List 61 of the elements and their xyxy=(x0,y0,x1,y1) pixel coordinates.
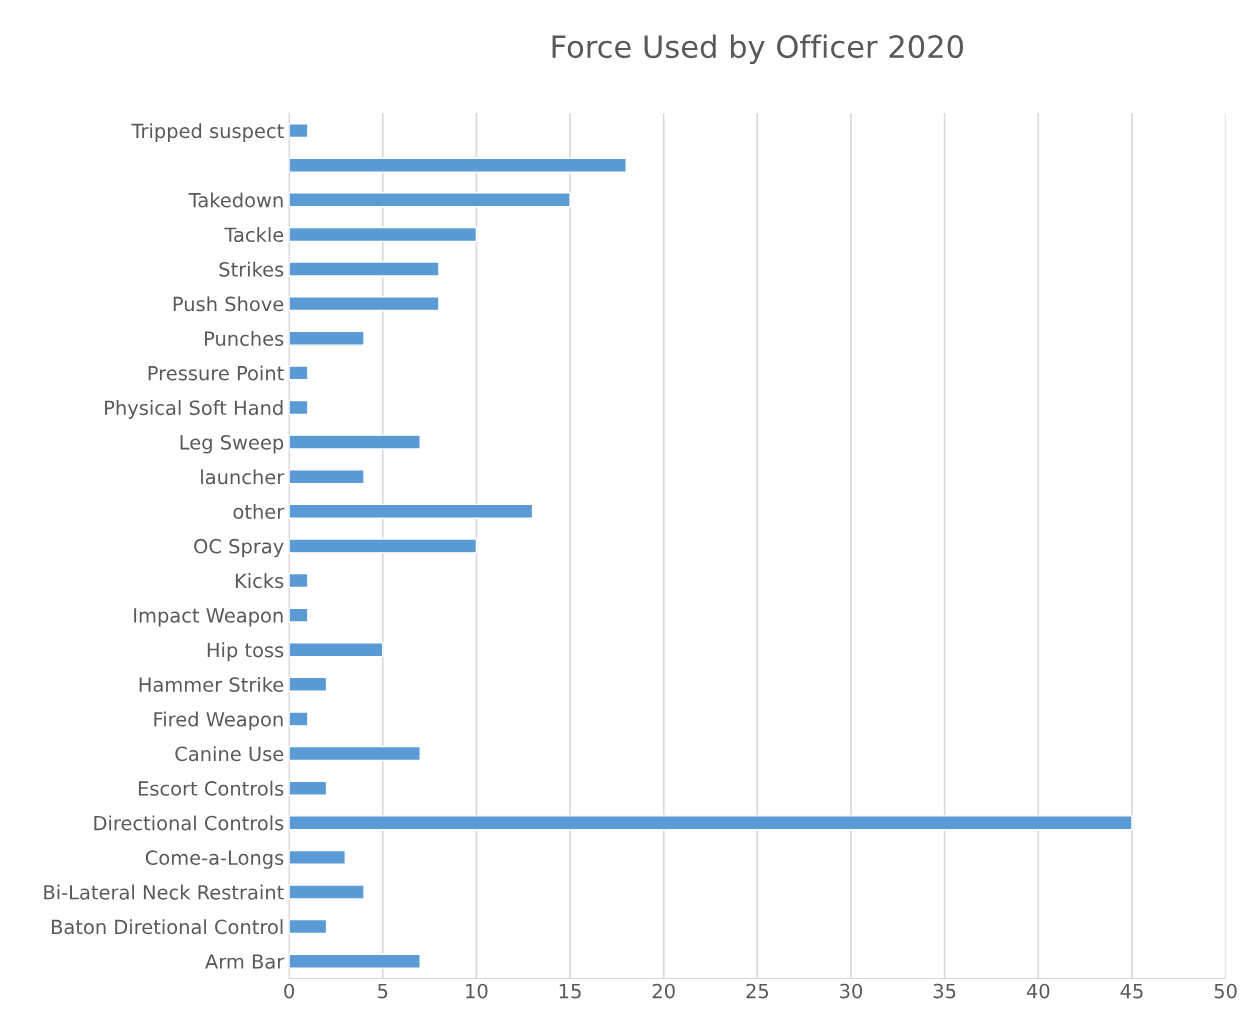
y-tick-label: Hip toss xyxy=(207,642,284,662)
bar xyxy=(289,711,309,727)
bar xyxy=(289,122,309,139)
x-tick-label: 5 xyxy=(378,983,388,999)
bar xyxy=(289,538,478,554)
bar xyxy=(289,434,421,450)
bar xyxy=(289,780,328,796)
x-tick-label: 10 xyxy=(466,983,488,999)
y-tick-label: Escort Controls xyxy=(138,780,284,796)
bar xyxy=(289,261,440,277)
y-tick-label: Bi-Lateral Neck Restraint xyxy=(44,884,284,900)
y-tick-label: Kicks xyxy=(235,573,284,589)
bar xyxy=(289,676,328,692)
y-tick-label: Pressure Point xyxy=(148,365,284,381)
y-tick-label: Tackle xyxy=(224,227,284,243)
bar xyxy=(289,815,1133,831)
y-tick-label: Hammer Strike xyxy=(139,676,284,692)
x-tick-label: 30 xyxy=(840,983,863,999)
bar xyxy=(289,572,309,589)
y-tick-label: Takedown xyxy=(188,192,283,208)
bar xyxy=(289,330,365,346)
bar xyxy=(289,607,309,623)
y-tick-label: Baton Diretional Control xyxy=(51,919,283,935)
x-tick-label: 15 xyxy=(559,983,581,999)
y-tick-label: Strikes xyxy=(219,261,284,277)
bar xyxy=(289,365,309,381)
bar xyxy=(289,192,571,208)
y-tick-label: Physical Soft Hand xyxy=(105,400,283,419)
bar xyxy=(289,745,421,762)
bar xyxy=(289,296,440,312)
y-tick-label: Directional Controls xyxy=(94,815,284,831)
bar xyxy=(289,469,365,485)
bar xyxy=(289,918,328,935)
bar xyxy=(289,157,627,173)
bar xyxy=(289,503,534,519)
x-tick-label: 0 xyxy=(284,983,294,999)
x-tick-label: 35 xyxy=(933,983,956,999)
y-tick-label: Leg Sweep xyxy=(180,435,284,454)
bar xyxy=(289,226,478,243)
x-tick-label: 40 xyxy=(1026,983,1050,999)
y-tick-label: Come-a-Longs xyxy=(145,850,284,869)
bar xyxy=(289,642,384,658)
bar xyxy=(289,884,365,900)
y-tick-label: launcher xyxy=(201,469,285,485)
y-tick-label: other xyxy=(233,503,285,519)
x-tick-label: 45 xyxy=(1120,983,1143,999)
chart-title: Force Used by Officer 2020 xyxy=(552,34,964,65)
bar xyxy=(289,953,421,969)
y-tick-label: Push Shove xyxy=(173,296,284,312)
x-tick-label: 50 xyxy=(1214,983,1237,999)
y-tick-label: Punches xyxy=(205,330,284,346)
bar xyxy=(289,399,309,416)
bar xyxy=(289,849,346,865)
x-tick-label: 20 xyxy=(652,983,675,999)
y-tick-label: OC Spray xyxy=(194,538,284,558)
y-tick-label: Impact Weapon xyxy=(134,608,283,627)
y-tick-label: Fired Weapon xyxy=(154,711,283,731)
y-tick-label: Canine Use xyxy=(175,746,284,762)
x-tick-label: 25 xyxy=(746,983,769,999)
y-tick-label: Tripped suspect xyxy=(131,123,284,143)
y-tick-label: Arm Bar xyxy=(205,954,285,969)
